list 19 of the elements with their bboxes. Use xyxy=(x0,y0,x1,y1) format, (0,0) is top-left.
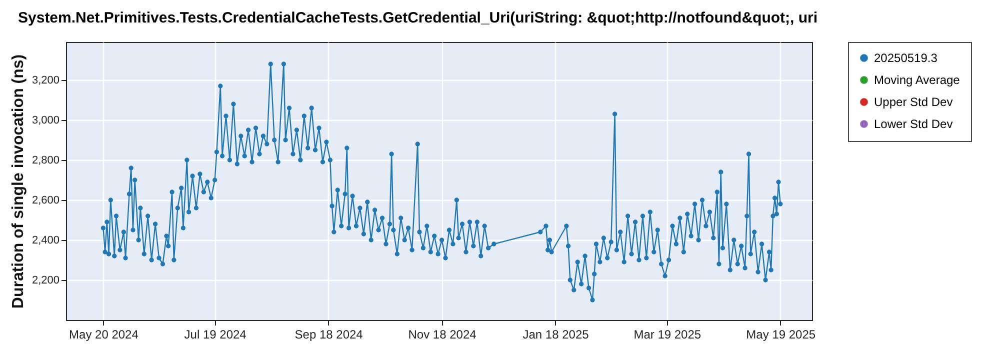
x-tick-label: May 20 2024 xyxy=(69,328,139,342)
y-tick-label: 2,800 xyxy=(32,154,60,166)
legend-label: Lower Std Dev xyxy=(874,117,953,131)
y-axis-title: Duration of single invocation (ns) xyxy=(10,54,27,309)
x-tick-label: Mar 19 2025 xyxy=(634,328,702,342)
x-tick-label: Nov 18 2024 xyxy=(408,328,477,342)
x-tick-label: May 19 2025 xyxy=(746,328,816,342)
y-tick-label: 2,400 xyxy=(32,234,60,246)
legend-label: Moving Average xyxy=(874,73,960,87)
y-tick-label: 2,200 xyxy=(32,274,60,286)
x-tick-label: Jul 19 2024 xyxy=(184,328,247,342)
chart-title: System.Net.Primitives.Tests.CredentialCacheTests.GetCredential_Uri(uriString: &quot;http://notfound&quot;, uri xyxy=(18,10,818,26)
x-tick-label: Jan 18 2025 xyxy=(522,328,590,342)
y-tick-label: 3,200 xyxy=(32,74,60,86)
x-tick-label: Sep 18 2024 xyxy=(294,328,364,342)
legend-label: 20250519.3 xyxy=(874,51,938,65)
y-tick-label: 2,600 xyxy=(32,194,60,206)
legend-label: Upper Std Dev xyxy=(874,95,953,109)
y-tick-label: 3,000 xyxy=(32,114,60,126)
